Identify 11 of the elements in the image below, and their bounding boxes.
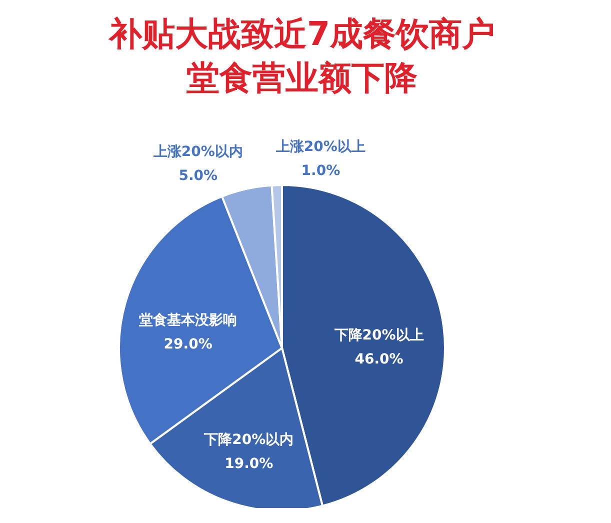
slice-label: 堂食基本没影响 [138, 312, 238, 329]
data-label: 19.0% [224, 456, 274, 472]
data-label: 46.0% [354, 352, 404, 368]
chart-title: 补贴大战致近7成餐饮商户堂食营业额下降 [107, 13, 496, 98]
data-label: 5.0% [178, 168, 218, 184]
slice-label: 上涨20%以内 [152, 144, 243, 160]
slice-label: 下降20%以内 [203, 432, 294, 448]
data-label: 29.0% [164, 336, 212, 353]
slice-label: 上涨20%以上 [274, 139, 366, 156]
slice-label: 下降20%以上 [333, 328, 424, 344]
data-label: 1.0% [301, 163, 340, 180]
